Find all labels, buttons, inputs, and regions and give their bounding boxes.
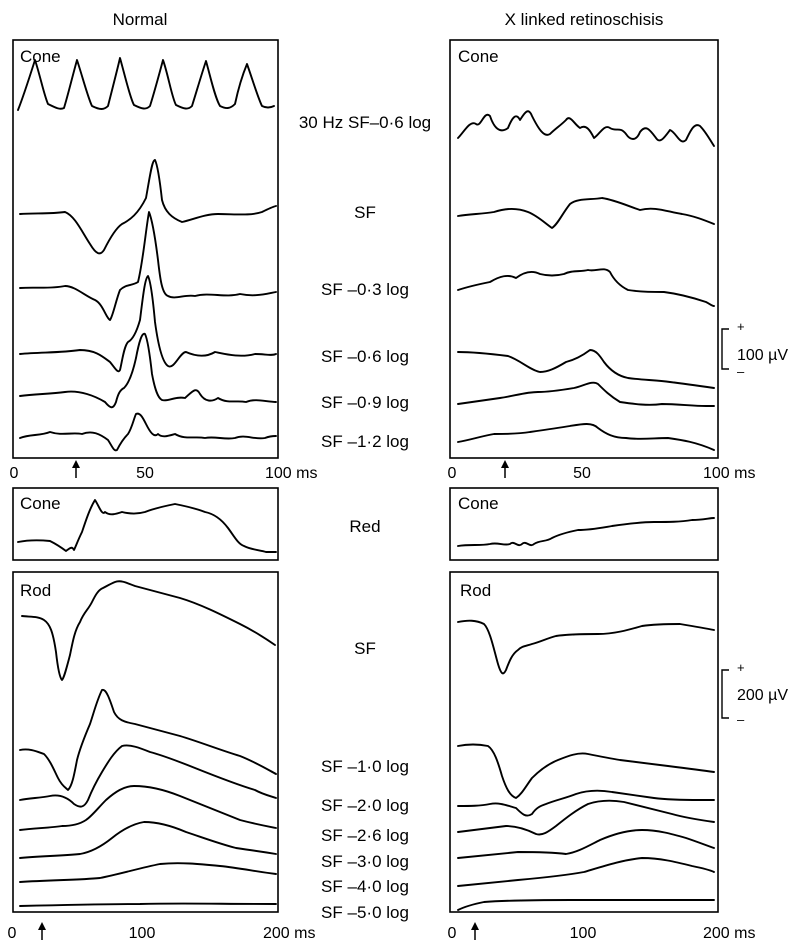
arrow-up-icon (38, 922, 46, 940)
trace-xlrs-rod-sf-2-6 (457, 799, 715, 836)
cone-scale-minus: – (737, 364, 745, 379)
panel-label-cone-xlrs: Cone (458, 47, 499, 66)
rod-axis-tick-normal-100: 100 (129, 925, 156, 942)
trace-xlrs-rod-sf-1-0 (457, 743, 715, 799)
rod-axis-tick-normal-0: 0 (8, 925, 17, 942)
trace-normal-rod-sf-2-6 (19, 785, 277, 831)
trace-xlrs-cone-sf-1-2 (457, 423, 715, 451)
panel-label-red-cone-xlrs: Cone (458, 494, 499, 513)
trace-xlrs-cone-sf-0-6 (457, 349, 715, 389)
cone-axis-tick-normal-0: 0 (10, 465, 19, 482)
condition-label-cone-sf-0-6: SF –0·6 log (321, 347, 409, 366)
panel-label-cone-normal: Cone (20, 47, 61, 66)
rod-panel-normal (12, 571, 279, 913)
cone-scale-bar: + 100 µV – (721, 319, 788, 379)
trace-xlrs-rod-sf-5-0 (457, 899, 715, 911)
trace-normal-cone-sf-0-3 (19, 211, 277, 321)
condition-label-rod-sf-4-0: SF –4·0 log (321, 877, 409, 896)
trace-xlrs-rod-sf-3-0 (457, 829, 715, 859)
trace-normal-cone-flicker (17, 57, 275, 111)
trace-normal-cone-sf (19, 159, 277, 255)
trace-normal-rod-sf (21, 580, 276, 681)
cone-axis-tick-normal-100: 100 ms (265, 465, 317, 482)
cone-scale-label: 100 µV (737, 347, 788, 364)
trace-normal-rod-sf-2-0 (19, 744, 277, 808)
trace-xlrs-rod-sf (457, 619, 715, 675)
rod-scale-plus: + (737, 660, 745, 675)
red-cone-panel-xlrs (449, 487, 719, 561)
condition-label-rod-sf-2-6: SF –2·6 log (321, 826, 409, 845)
arrow-up-icon (501, 460, 509, 478)
trace-xlrs-rod-sf-2-0 (457, 789, 715, 817)
trace-xlrs-red-cone (457, 517, 715, 547)
arrow-up-icon (471, 922, 479, 940)
trace-xlrs-cone-flicker (457, 110, 715, 147)
cone-axis-tick-xlrs-50: 50 (573, 465, 591, 482)
trace-normal-rod-sf-5-0 (19, 902, 277, 907)
trace-xlrs-cone-sf-0-9 (457, 381, 715, 407)
rod-axis-tick-xlrs-100: 100 (570, 925, 597, 942)
trace-normal-cone-sf-0-6 (19, 275, 277, 373)
condition-label-cone-sf-0-3: SF –0·3 log (321, 280, 409, 299)
condition-label-rod-sf-2-0: SF –2·0 log (321, 796, 409, 815)
trace-xlrs-cone-sf (457, 197, 715, 229)
trace-normal-cone-sf-0-9 (19, 332, 277, 409)
cone-panel-xlrs (449, 39, 719, 459)
rod-scale-label: 200 µV (737, 687, 788, 704)
panel-label-rod-xlrs: Rod (460, 581, 491, 600)
condition-label-rod-sf-1-0: SF –1·0 log (321, 757, 409, 776)
trace-normal-rod-sf-4-0 (19, 862, 277, 883)
cone-axis-tick-xlrs-0: 0 (448, 465, 457, 482)
cone-panel-normal (12, 39, 279, 459)
condition-label-rod-sf-5-0: SF –5·0 log (321, 903, 409, 922)
panel-label-rod-normal: Rod (20, 581, 51, 600)
panel-label-red-cone-normal: Cone (20, 494, 61, 513)
cone-axis-tick-xlrs-100: 100 ms (703, 465, 755, 482)
trace-xlrs-rod-sf-4-0 (457, 857, 715, 887)
cone-axis-tick-normal-50: 50 (136, 465, 154, 482)
rod-axis-tick-xlrs-200: 200 ms (703, 925, 755, 942)
condition-label-rod-sf-3-0: SF –3·0 log (321, 852, 409, 871)
column-title-normal: Normal (113, 10, 168, 29)
red-cone-panel-normal (12, 487, 279, 561)
condition-label-cone-sf: SF (354, 203, 376, 222)
rod-scale-minus: – (737, 712, 745, 727)
condition-label-cone-flicker: 30 Hz SF–0·6 log (299, 113, 431, 132)
trace-xlrs-cone-sf-0-3 (457, 268, 715, 307)
condition-label-rod-sf: SF (354, 639, 376, 658)
condition-label-cone-sf-1-2: SF –1·2 log (321, 432, 409, 451)
condition-label-red: Red (349, 517, 380, 536)
condition-label-cone-sf-0-9: SF –0·9 log (321, 393, 409, 412)
rod-scale-bar: + 200 µV – (721, 660, 788, 727)
rod-axis-tick-normal-200: 200 ms (263, 925, 315, 942)
rod-axis-tick-xlrs-0: 0 (448, 925, 457, 942)
column-title-xlrs: X linked retinoschisis (505, 10, 664, 29)
trace-normal-rod-sf-1-0 (19, 688, 277, 791)
trace-normal-rod-sf-3-0 (19, 821, 277, 859)
rod-panel-xlrs (449, 571, 719, 913)
arrow-up-icon (72, 460, 80, 478)
trace-normal-red-cone (17, 499, 277, 553)
trace-normal-cone-sf-1-2 (19, 412, 277, 452)
cone-scale-plus: + (737, 319, 745, 334)
